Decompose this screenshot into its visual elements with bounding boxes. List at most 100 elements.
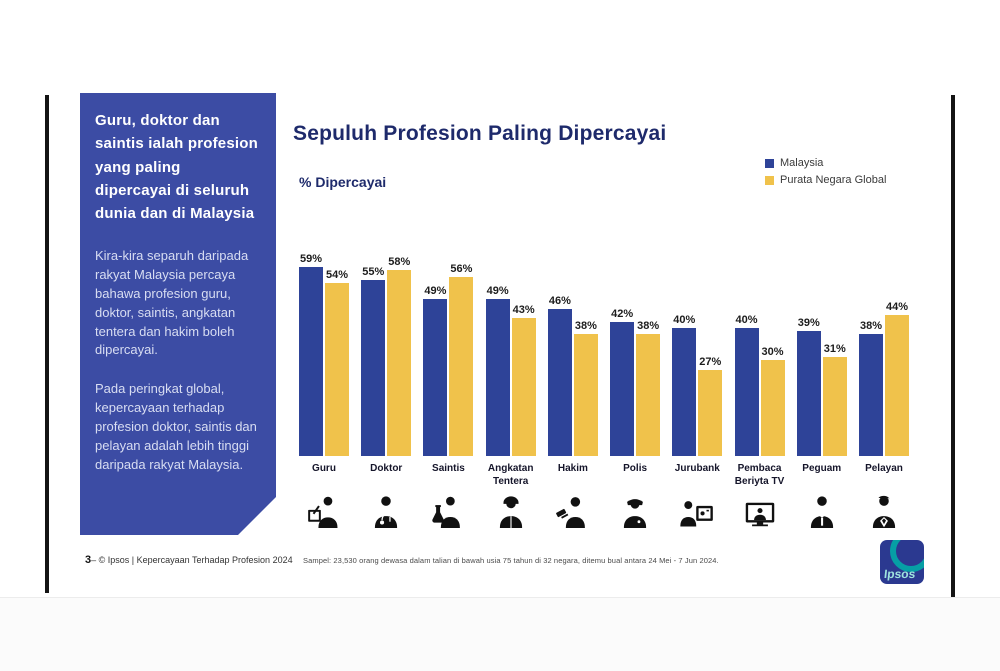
bar-global <box>822 356 847 456</box>
bar-malaysia <box>672 328 697 456</box>
key-findings-heading: Guru, doktor dan saintis ialah profesion… <box>95 112 258 222</box>
chart-group: 38% 44% Pelayan <box>854 220 914 533</box>
legend-item: Malaysia <box>765 157 886 169</box>
doctor-icon <box>367 493 405 533</box>
bar-malaysia <box>485 299 510 456</box>
category-label: Pembaca Beriyta TV <box>734 463 785 487</box>
page-number: 3 <box>85 554 92 566</box>
key-findings-paragraph-1: Kira-kira separuh daripada rakyat Malays… <box>95 248 249 358</box>
bar-value-label: 40% <box>735 314 758 326</box>
bar-column: 49% <box>485 285 510 456</box>
bar-value-label: 44% <box>885 301 908 314</box>
bar-global <box>573 334 598 456</box>
slide-right-border <box>951 95 955 600</box>
bar-column: 38% <box>573 320 598 456</box>
chart-group: 55% 58% Doktor <box>356 220 416 533</box>
chart-group: 49% 43% Angkatan Tentera <box>481 220 541 533</box>
bar-value-label: 38% <box>637 320 660 333</box>
bar-malaysia <box>547 308 572 456</box>
bar-value-label: 58% <box>388 256 411 269</box>
chart-group: 42% 38% Polis <box>605 220 665 533</box>
category-label: Doktor <box>370 463 403 474</box>
bar-value-label: 39% <box>797 317 820 330</box>
bar-value-label: 27% <box>699 355 722 368</box>
bars-row: 40% 30% <box>734 220 785 456</box>
bars-row: 49% 56% <box>423 220 474 456</box>
chart-group: 49% 56% Saintis <box>418 220 478 533</box>
scientist-icon <box>429 493 467 533</box>
bar-malaysia <box>734 328 759 456</box>
bar-column: 58% <box>387 256 412 456</box>
bar-global <box>511 318 536 456</box>
police-icon <box>616 493 654 533</box>
bar-value-label: 38% <box>574 320 597 333</box>
legend-swatch-icon <box>765 158 774 168</box>
legend-label: Malaysia <box>780 157 824 169</box>
chart-groups: 59% 54% Guru 55% 58% Doktor 49% 56% Saintis 49% 43… <box>294 220 914 533</box>
category-label: Pelayan <box>865 463 903 474</box>
slide-left-border <box>45 95 49 593</box>
bar-column: 38% <box>636 320 661 456</box>
category-label: Saintis <box>432 463 465 474</box>
bar-value-label: 59% <box>299 253 323 266</box>
legend-label: Purata Negara Global <box>780 174 887 186</box>
bar-malaysia <box>610 321 635 456</box>
footer-copyright-text: © Ipsos | Kepercayaan Terhadap Profesion… <box>98 555 293 565</box>
bar-global <box>387 270 412 456</box>
bar-malaysia <box>361 280 386 456</box>
bar-global <box>636 334 661 456</box>
ipsos-logo-swoosh-icon <box>890 540 924 572</box>
bar-global <box>325 283 349 456</box>
bar-value-label: 49% <box>486 285 509 298</box>
bar-global <box>449 276 474 456</box>
bar-malaysia <box>796 331 821 456</box>
page-title: Sepuluh Profesion Paling Dipercayai <box>293 122 667 146</box>
chart-group: 40% 27% Jurubank <box>667 220 727 533</box>
bars-row: 39% 31% <box>796 220 847 456</box>
bar-value-label: 46% <box>548 294 571 307</box>
bars-row: 40% 27% <box>672 220 723 456</box>
bar-value-label: 40% <box>673 314 696 326</box>
slide-bottom-margin <box>0 597 1000 671</box>
bar-column: 49% <box>423 285 448 456</box>
chart-group: 59% 54% Guru <box>294 220 354 533</box>
category-label: Hakim <box>557 463 588 474</box>
bar-column: 38% <box>858 320 883 456</box>
bar-column: 44% <box>884 301 909 456</box>
footer-separator: – <box>91 555 97 565</box>
banker-icon <box>678 493 716 533</box>
legend: Malaysia Purata Negara Global <box>765 157 886 186</box>
lawyer-icon <box>803 493 841 533</box>
soldier-icon <box>492 493 530 533</box>
bar-global <box>884 315 909 456</box>
bar-column: 43% <box>511 304 536 456</box>
bar-malaysia <box>299 267 323 456</box>
bar-value-label: 43% <box>512 304 535 317</box>
bars-row: 38% 44% <box>858 220 909 456</box>
bars-row: 42% 38% <box>610 220 661 456</box>
bar-column: 55% <box>361 266 386 456</box>
bar-value-label: 49% <box>424 285 447 298</box>
legend-swatch-icon <box>765 175 774 185</box>
bar-column: 42% <box>610 308 635 456</box>
bars-row: 59% 54% <box>299 220 349 456</box>
tv-presenter-icon <box>741 493 779 533</box>
footer-copyright: 3– © Ipsos | Kepercayaan Terhadap Profes… <box>85 554 293 566</box>
ipsos-logo: Ipsos <box>880 540 924 584</box>
bar-value-label: 54% <box>325 269 349 282</box>
bar-column: 40% <box>672 314 697 456</box>
key-findings-paragraph-2: Pada peringkat global, kepercayaan terha… <box>95 381 257 472</box>
chart-group: 46% 38% Hakim <box>543 220 603 533</box>
bars-row: 55% 58% <box>361 220 412 456</box>
bar-column: 30% <box>760 346 785 456</box>
legend-item: Purata Negara Global <box>765 174 886 186</box>
bar-malaysia <box>423 299 448 456</box>
bar-column: 27% <box>698 355 723 456</box>
bar-value-label: 30% <box>761 346 784 358</box>
chart-group: 39% 31% Peguam <box>792 220 852 533</box>
bar-column: 40% <box>734 314 759 456</box>
judge-icon <box>554 493 592 533</box>
bar-value-label: 56% <box>450 262 473 275</box>
category-label: Angkatan Tentera <box>487 463 534 487</box>
